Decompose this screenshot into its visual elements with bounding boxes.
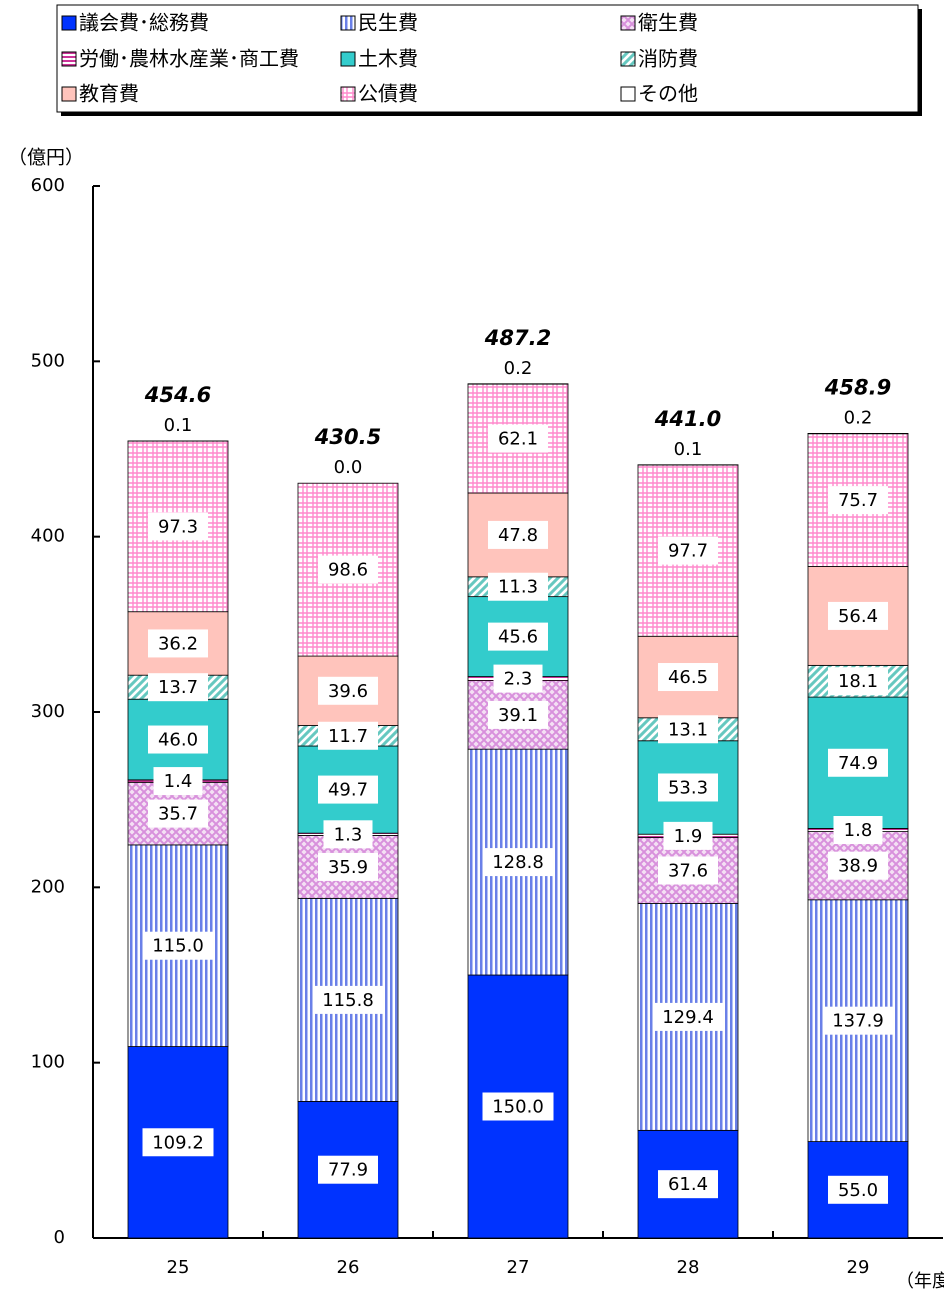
legend-label: 消防費 — [638, 47, 698, 71]
value-label: 61.4 — [668, 1174, 708, 1195]
y-tick-label: 300 — [31, 701, 65, 722]
value-label: 53.3 — [668, 777, 708, 798]
value-label: 1.4 — [164, 771, 193, 792]
legend-label: 議会費･総務費 — [79, 11, 209, 35]
value-label: 150.0 — [492, 1097, 544, 1118]
legend-label: 衛生費 — [638, 11, 698, 35]
value-label: 97.3 — [158, 516, 198, 537]
value-label: 56.4 — [838, 606, 878, 627]
x-tick-label: 28 — [677, 1257, 700, 1278]
value-label: 1.9 — [674, 826, 703, 847]
value-label: 45.6 — [498, 627, 538, 648]
legend-label: 公債費 — [358, 82, 418, 106]
value-label: 115.8 — [322, 990, 374, 1011]
value-label: 13.1 — [668, 719, 708, 740]
value-label: 0.1 — [164, 415, 193, 436]
legend-label: 教育費 — [79, 82, 139, 106]
legend-label: 民生費 — [358, 11, 418, 35]
value-label: 49.7 — [328, 780, 368, 801]
value-label: 0.1 — [674, 439, 703, 460]
value-label: 1.8 — [844, 820, 873, 841]
x-tick-label: 26 — [337, 1257, 360, 1278]
y-tick-label: 200 — [31, 876, 65, 897]
value-label: 77.9 — [328, 1160, 368, 1181]
legend-swatch — [621, 16, 635, 30]
legend-swatch — [621, 87, 635, 101]
total-label: 441.0 — [654, 407, 721, 431]
value-label: 129.4 — [662, 1007, 714, 1028]
value-label: 13.7 — [158, 677, 198, 698]
value-label: 18.1 — [838, 671, 878, 692]
value-label: 1.3 — [334, 824, 363, 845]
value-label: 109.2 — [152, 1132, 204, 1153]
value-label: 46.0 — [158, 730, 198, 751]
value-label: 36.2 — [158, 633, 198, 654]
value-label: 115.0 — [152, 936, 204, 957]
legend-swatch — [341, 87, 355, 101]
y-tick-label: 0 — [54, 1227, 65, 1248]
value-label: 11.3 — [498, 577, 538, 598]
value-label: 97.7 — [668, 541, 708, 562]
x-axis-label: （年度） — [896, 1271, 944, 1292]
total-label: 454.6 — [144, 383, 211, 407]
total-label: 458.9 — [824, 375, 891, 399]
value-label: 39.1 — [498, 705, 538, 726]
x-tick-label: 29 — [847, 1257, 870, 1278]
legend-swatch — [621, 52, 635, 66]
value-label: 11.7 — [328, 726, 368, 747]
y-tick-label: 400 — [31, 526, 65, 547]
total-label: 430.5 — [314, 425, 381, 449]
legend-swatch — [62, 16, 76, 30]
y-tick-label: 600 — [31, 175, 65, 196]
value-label: 38.9 — [838, 856, 878, 877]
legend-label: その他 — [638, 82, 698, 106]
value-label: 39.6 — [328, 681, 368, 702]
legend-swatch — [341, 52, 355, 66]
total-label: 487.2 — [484, 326, 551, 350]
x-tick-label: 27 — [507, 1257, 530, 1278]
value-label: 55.0 — [838, 1180, 878, 1201]
y-tick-label: 500 — [31, 350, 65, 371]
value-label: 137.9 — [832, 1011, 884, 1032]
legend-swatch — [341, 16, 355, 30]
value-label: 75.7 — [838, 490, 878, 511]
value-label: 35.7 — [158, 804, 198, 825]
value-label: 98.6 — [328, 560, 368, 581]
value-label: 0.2 — [504, 358, 533, 379]
legend-label: 土木費 — [358, 47, 418, 71]
value-label: 47.8 — [498, 525, 538, 546]
y-tick-label: 100 — [31, 1052, 65, 1073]
value-label: 37.6 — [668, 861, 708, 882]
x-tick-label: 25 — [167, 1257, 190, 1278]
value-label: 2.3 — [504, 669, 533, 690]
value-label: 0.2 — [844, 407, 873, 428]
value-label: 62.1 — [498, 429, 538, 450]
y-axis-label: （億円） — [8, 147, 84, 169]
value-label: 46.5 — [668, 667, 708, 688]
value-label: 0.0 — [334, 457, 363, 478]
legend-swatch — [62, 87, 76, 101]
legend-swatch — [62, 52, 76, 66]
value-label: 35.9 — [328, 857, 368, 878]
value-label: 128.8 — [492, 852, 544, 873]
value-label: 74.9 — [838, 753, 878, 774]
legend-label: 労働･農林水産業･商工費 — [79, 47, 299, 71]
